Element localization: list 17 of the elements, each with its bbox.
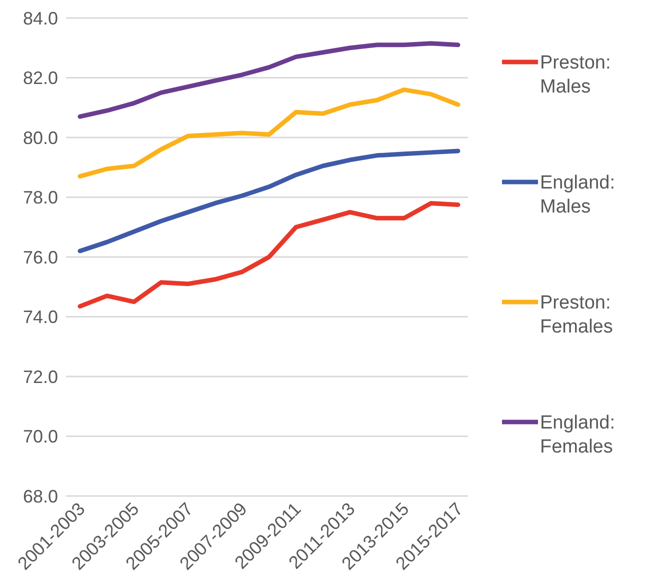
y-tick-label: 72.0: [22, 366, 58, 387]
y-tick-label: 68.0: [22, 486, 58, 506]
legend-label: Preston: Females: [540, 292, 613, 338]
y-tick-label: 80.0: [22, 128, 58, 148]
line-series: [78, 148, 460, 254]
legend-label: England: Males: [540, 172, 616, 218]
line-series: [78, 87, 460, 179]
y-tick-label: 70.0: [22, 426, 58, 447]
legend-label: England: Females: [540, 412, 616, 458]
y-tick-label: 74.0: [22, 307, 58, 328]
y-tick-label: 76.0: [22, 247, 58, 268]
y-tick-label: 82.0: [22, 68, 58, 88]
line-series: [78, 200, 460, 309]
line-series: [78, 41, 460, 119]
legend-label: Preston: Males: [540, 52, 611, 98]
y-tick-label: 84.0: [22, 8, 58, 28]
y-tick-label: 78.0: [22, 188, 58, 208]
